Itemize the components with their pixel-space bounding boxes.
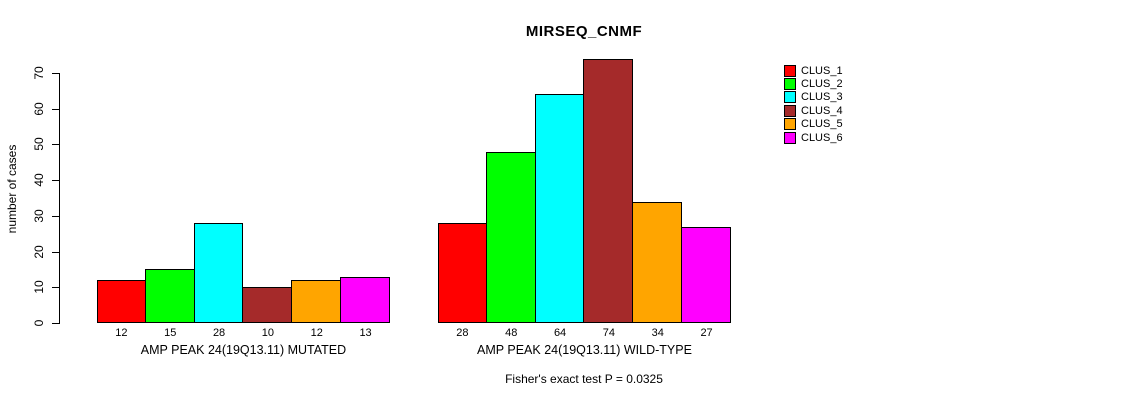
y-axis-tick [52, 73, 59, 74]
bar-clus_1-group2 [438, 223, 487, 323]
legend-item: CLUS_4 [784, 104, 843, 117]
bar-value-label: 64 [553, 327, 567, 339]
legend-label: CLUS_5 [801, 118, 843, 131]
bar-clus_4-group1 [242, 287, 292, 323]
bar-value-label: 28 [212, 327, 226, 339]
legend-label: CLUS_6 [801, 131, 843, 144]
legend-item: CLUS_5 [784, 118, 843, 131]
y-axis-tick-label: 20 [32, 245, 46, 259]
y-axis-label: number of cases [5, 144, 19, 234]
bar-value-label: 13 [359, 327, 372, 339]
legend-swatch-icon [784, 78, 796, 91]
bar-clus_2-group1 [145, 269, 195, 323]
bar-value-label: 10 [261, 327, 275, 339]
legend-item: CLUS_3 [784, 91, 843, 104]
y-axis-tick [52, 180, 59, 181]
bar-value-label: 74 [602, 327, 616, 339]
bar-value-label: 28 [456, 327, 469, 339]
legend-label: CLUS_3 [801, 91, 843, 104]
group-axis-label: AMP PEAK 24(19Q13.11) MUTATED [140, 343, 347, 357]
y-axis-tick [52, 144, 59, 145]
bar-clus_4-group2 [583, 59, 633, 323]
legend-swatch-icon [784, 104, 796, 117]
legend-item: CLUS_2 [784, 77, 843, 91]
group-axis-label: AMP PEAK 24(19Q13.11) WILD-TYPE [477, 343, 692, 357]
y-axis-line [59, 73, 60, 324]
bar-clus_2-group2 [486, 152, 536, 323]
y-axis-tick [52, 287, 59, 288]
bar-clus_3-group1 [194, 223, 243, 323]
y-axis-tick-label: 30 [32, 209, 46, 223]
legend-item: CLUS_1 [784, 64, 843, 77]
legend-item: CLUS_6 [784, 131, 843, 144]
y-axis-tick-label: 60 [32, 102, 46, 116]
bar-clus_6-group1 [340, 277, 390, 323]
legend-label: CLUS_2 [801, 78, 843, 91]
bar-value-label: 34 [651, 327, 664, 339]
bar-value-label: 48 [505, 327, 518, 339]
legend-swatch-icon [784, 64, 796, 77]
bar-value-label: 15 [164, 327, 177, 339]
y-axis-tick-label: 10 [32, 280, 46, 294]
y-axis-tick-label: 50 [32, 137, 46, 151]
y-axis-tick-label: 0 [32, 319, 46, 327]
bar-clus_6-group2 [681, 227, 731, 323]
bar-clus_5-group1 [291, 280, 341, 323]
y-axis-tick [52, 216, 59, 217]
bar-clus_3-group2 [535, 94, 584, 323]
bar-clus_1-group1 [97, 280, 146, 323]
bar-clus_5-group2 [632, 202, 682, 323]
y-axis-tick [52, 109, 59, 110]
bar-value-label: 27 [700, 327, 713, 339]
annotation-text: Fisher's exact test P = 0.0325 [505, 372, 663, 386]
legend: CLUS_1 CLUS_2 CLUS_3 CLUS_4 CLUS_5 CLUS_6 [784, 64, 843, 144]
y-axis-tick-label: 70 [32, 66, 46, 80]
bar-value-label: 12 [310, 327, 323, 339]
bar-value-label: 12 [115, 327, 128, 339]
y-axis-tick [52, 252, 59, 253]
legend-swatch-icon [784, 118, 796, 131]
legend-label: CLUS_1 [801, 64, 843, 77]
legend-swatch-icon [784, 91, 796, 104]
y-axis-tick [52, 323, 59, 324]
y-axis-tick-label: 40 [32, 173, 46, 187]
chart-title: MIRSEQ_CNMF [525, 23, 643, 40]
legend-label: CLUS_4 [801, 104, 843, 117]
legend-swatch-icon [784, 131, 796, 144]
